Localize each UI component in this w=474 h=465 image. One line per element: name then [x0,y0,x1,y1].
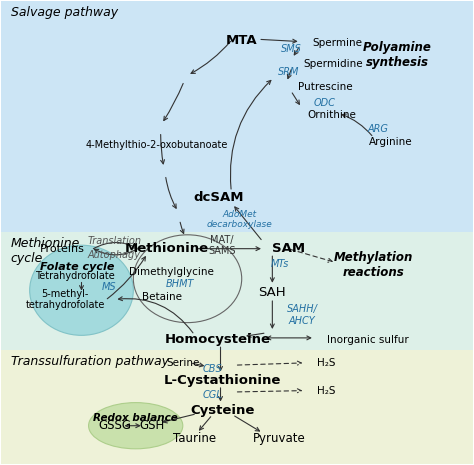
Text: MAT/
SAMS: MAT/ SAMS [208,235,236,256]
Text: SMS: SMS [281,44,301,53]
Text: 5-methyl-
tetrahydrofolate: 5-methyl- tetrahydrofolate [25,289,105,310]
Text: SAM: SAM [273,242,305,255]
Text: Taurine: Taurine [173,432,216,445]
Text: Methylation
reactions: Methylation reactions [334,251,413,279]
Text: H₂S: H₂S [317,385,336,396]
Text: Spermine: Spermine [312,38,363,48]
Text: Transsulfuration pathway: Transsulfuration pathway [11,355,169,368]
Text: Translation: Translation [88,236,141,246]
Text: Serine: Serine [166,358,200,368]
Text: Autophagy: Autophagy [88,250,141,259]
Text: GSSG: GSSG [98,419,131,432]
Text: Polyamine
synthesis: Polyamine synthesis [363,40,432,68]
FancyBboxPatch shape [1,1,473,232]
Ellipse shape [89,403,183,449]
Text: 4-Methylthio-2-oxobutanoate: 4-Methylthio-2-oxobutanoate [86,140,228,150]
Text: H₂S: H₂S [317,358,336,368]
Text: Spermidine: Spermidine [303,59,363,69]
Text: AdoMet
decarboxylase: AdoMet decarboxylase [207,210,272,229]
Text: Putrescine: Putrescine [298,82,353,92]
Text: SAHH/
AHCY: SAHH/ AHCY [287,304,318,326]
Text: Proteins: Proteins [40,244,85,254]
Text: dcSAM: dcSAM [193,191,244,204]
Text: Salvage pathway: Salvage pathway [11,6,118,19]
FancyBboxPatch shape [1,232,473,350]
Text: Tetrahydrofolate: Tetrahydrofolate [35,272,114,281]
Text: Folate cycle: Folate cycle [40,262,114,272]
Text: SAH: SAH [258,286,286,299]
Ellipse shape [30,245,133,335]
Text: Methionine
cycle: Methionine cycle [11,237,80,265]
Text: Homocysteine: Homocysteine [165,333,271,346]
Text: Arginine: Arginine [369,137,412,147]
Text: Ornithine: Ornithine [308,110,356,120]
Text: SRM: SRM [278,66,300,77]
Text: Dimethylglycine: Dimethylglycine [128,267,213,277]
Text: ODC: ODC [313,98,335,108]
Text: Inorganic sulfur: Inorganic sulfur [327,335,408,345]
Text: Redox balance: Redox balance [93,413,178,423]
Text: BHMT: BHMT [166,279,195,289]
Text: GSH: GSH [139,419,165,432]
Text: ARG: ARG [368,124,389,134]
Text: MTs: MTs [271,259,290,269]
Text: Pyruvate: Pyruvate [253,432,306,445]
Text: CBS: CBS [202,364,222,374]
Text: MS: MS [101,282,116,292]
Text: CGL: CGL [203,390,222,400]
Text: Methionine: Methionine [124,242,209,255]
Text: MTA: MTA [226,34,257,47]
Text: L-Cystathionine: L-Cystathionine [164,374,282,387]
Text: Betaine: Betaine [142,292,182,302]
Text: Cysteine: Cysteine [191,404,255,417]
FancyBboxPatch shape [1,350,473,464]
